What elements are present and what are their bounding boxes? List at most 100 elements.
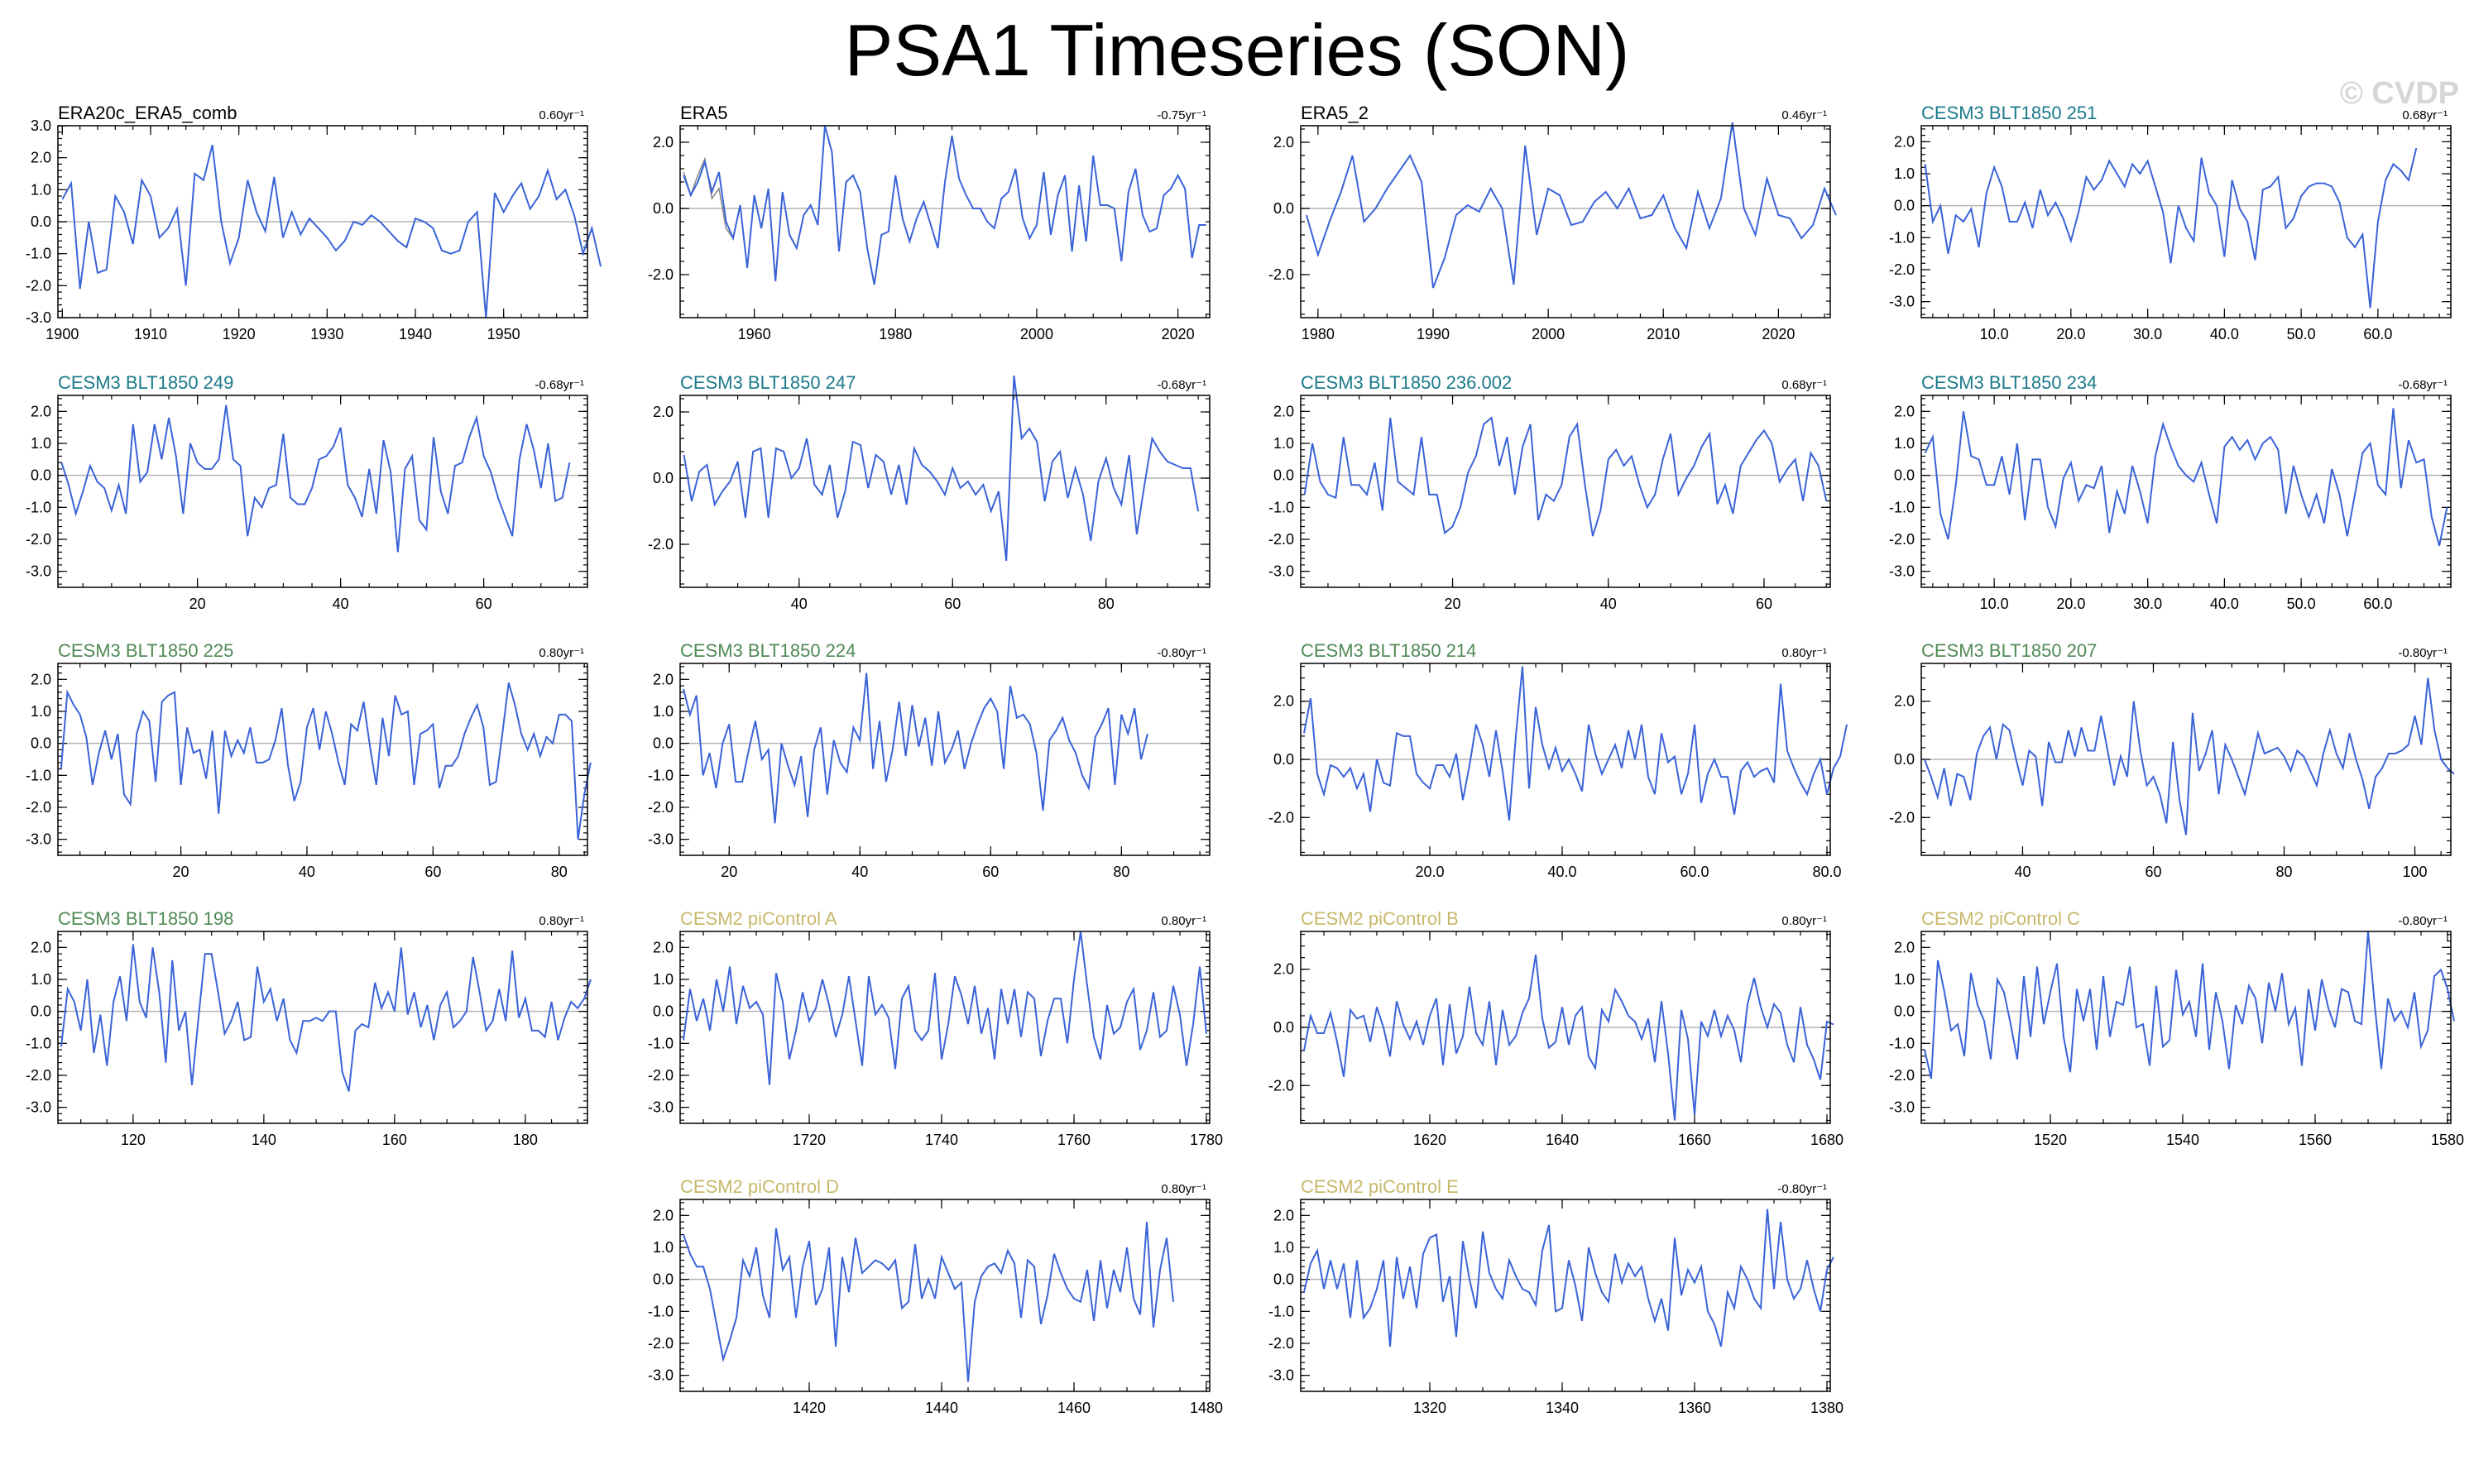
y-tick-label: 2.0 [31, 150, 51, 166]
y-tick-label: 0.0 [31, 213, 51, 230]
y-tick-label: 0.0 [1273, 200, 1294, 217]
y-tick-label: 1.0 [1894, 971, 1915, 988]
x-tick-label: 80 [2276, 864, 2293, 880]
x-tick-label: 40.0 [2210, 326, 2239, 342]
panel-svg-1: ERA5 -0.75yr⁻¹ 2.0 0.0 -2.0 1960 1980 2000 2020 [648, 103, 1211, 342]
y-tick-label: 1.0 [1273, 1239, 1294, 1256]
x-tick-label: 180 [513, 1132, 538, 1148]
panel-title: CESM2 piControl B [1301, 908, 1459, 929]
x-tick-label: 1940 [399, 326, 432, 342]
x-tick-label: 1930 [310, 326, 343, 342]
trend-label: 0.60yr⁻¹ [539, 108, 584, 122]
x-tick-label: 1980 [1302, 326, 1335, 342]
y-tick-label: 1.0 [653, 971, 674, 988]
panel-13: CESM2 piControl A 0.80yr⁻¹ 2.0 1.0 0.0 -1.0 -2… [622, 903, 1223, 1156]
axis-ticks [58, 931, 587, 1123]
x-tick-label: 60 [2145, 864, 2161, 880]
panel-svg-17: CESM2 piControl E -0.80yr⁻¹ 2.0 1.0 0.0 -1.0 -… [1268, 1176, 1844, 1416]
y-tick-label: -2.0 [26, 1067, 51, 1084]
trend-label: -0.80yr⁻¹ [1157, 646, 1206, 660]
x-tick-label: 40 [851, 864, 868, 880]
panel-svg-16: CESM2 piControl D 0.80yr⁻¹ 2.0 1.0 0.0 -1.0 -2… [648, 1176, 1223, 1416]
x-tick-label: 1360 [1678, 1400, 1711, 1416]
axis-ticks [1301, 126, 1830, 318]
series-line [1924, 931, 2455, 1079]
y-tick-label: 1.0 [1273, 435, 1294, 452]
x-tick-label: 160 [382, 1132, 407, 1148]
panel-14: CESM2 piControl B 0.80yr⁻¹ 2.0 0.0 -2.0 1620 1… [1243, 903, 1844, 1156]
panel-8: CESM3 BLT1850 225 0.80yr⁻¹ 2.0 1.0 0.0 -1.0 -2… [0, 635, 592, 888]
x-tick-label: 120 [121, 1132, 146, 1148]
x-tick-label: 1900 [46, 326, 79, 342]
panel-svg-13: CESM2 piControl A 0.80yr⁻¹ 2.0 1.0 0.0 -1.0 -2… [648, 908, 1223, 1148]
trend-label: 0.46yr⁻¹ [1781, 108, 1827, 122]
axis-ticks [680, 126, 1210, 318]
trend-label: -0.80yr⁻¹ [2398, 914, 2448, 928]
series-line [1303, 954, 1834, 1121]
axis-ticks [680, 931, 1210, 1123]
y-tick-label: -2.0 [648, 1067, 674, 1084]
y-tick-label: 0.0 [31, 467, 51, 484]
trend-label: -0.68yr⁻¹ [535, 378, 584, 392]
y-tick-label: -1.0 [648, 767, 674, 783]
y-tick-label: 2.0 [1894, 133, 1915, 150]
x-tick-label: 1320 [1413, 1400, 1446, 1416]
x-tick-label: 80 [1098, 596, 1115, 612]
y-tick-label: -3.0 [1268, 1367, 1294, 1384]
plot-frame [57, 663, 588, 856]
trend-label: 0.68yr⁻¹ [2402, 108, 2448, 122]
x-tick-label: 20 [173, 864, 189, 880]
x-tick-label: 1440 [925, 1400, 958, 1416]
y-tick-label: -2.0 [1268, 1335, 1294, 1352]
y-tick-label: 2.0 [1273, 1207, 1294, 1223]
panel-1: ERA5 -0.75yr⁻¹ 2.0 0.0 -2.0 1960 1980 2000 2020 [622, 98, 1211, 351]
plot-frame [679, 663, 1211, 856]
panel-svg-11: CESM3 BLT1850 207 -0.80yr⁻¹ 2.0 0.0 -2.0 40 60… [1889, 640, 2455, 880]
y-tick-label: 0.0 [653, 735, 674, 752]
y-tick-label: 1.0 [31, 435, 51, 452]
y-tick-label: 0.0 [1273, 751, 1294, 768]
y-tick-label: 3.0 [31, 117, 51, 134]
x-tick-label: 1660 [1678, 1132, 1711, 1148]
panel-svg-7: CESM3 BLT1850 234 -0.68yr⁻¹ 2.0 1.0 0.0 -1.0 -… [1889, 372, 2452, 612]
series-line [1924, 408, 2448, 546]
y-tick-label: 1.0 [653, 1239, 674, 1256]
plot-frame [679, 395, 1211, 588]
y-tick-label: 0.0 [31, 735, 51, 752]
panel-svg-9: CESM3 BLT1850 224 -0.80yr⁻¹ 2.0 1.0 0.0 -1.0 -… [648, 640, 1211, 880]
y-tick-label: 2.0 [1894, 403, 1915, 419]
panel-7: CESM3 BLT1850 234 -0.68yr⁻¹ 2.0 1.0 0.0 -1.0 -… [1863, 367, 2452, 620]
y-tick-label: 2.0 [653, 939, 674, 955]
plot-frame [1300, 125, 1831, 318]
trend-label: -0.75yr⁻¹ [1157, 108, 1206, 122]
series-line [60, 682, 592, 840]
x-tick-label: 30.0 [2133, 596, 2162, 612]
x-tick-label: 2000 [1532, 326, 1565, 342]
x-tick-label: 1640 [1546, 1132, 1579, 1148]
y-tick-label: 2.0 [31, 403, 51, 419]
plot-frame [1920, 125, 2452, 318]
x-tick-label: 1480 [1190, 1400, 1223, 1416]
x-tick-label: 1740 [925, 1132, 958, 1148]
x-tick-label: 2000 [1020, 326, 1053, 342]
y-tick-label: 2.0 [1273, 693, 1294, 710]
x-tick-label: 40 [333, 596, 349, 612]
y-tick-label: 0.0 [1273, 1271, 1294, 1288]
y-tick-label: -3.0 [1889, 294, 1915, 310]
y-tick-label: 1.0 [653, 703, 674, 720]
x-tick-label: 1780 [1190, 1132, 1223, 1148]
panel-svg-15: CESM2 piControl C -0.80yr⁻¹ 2.0 1.0 0.0 -1.0 -… [1889, 908, 2464, 1148]
plot-frame [1300, 1199, 1831, 1392]
panel-title: CESM3 BLT1850 225 [58, 640, 233, 661]
plot-frame [679, 931, 1211, 1124]
y-tick-label: -1.0 [1268, 499, 1294, 515]
y-tick-label: -1.0 [1889, 1035, 1915, 1051]
series-line [683, 1221, 1174, 1382]
x-tick-label: 1980 [879, 326, 912, 342]
y-tick-label: 2.0 [653, 1207, 674, 1223]
panel-svg-10: CESM3 BLT1850 214 0.80yr⁻¹ 2.0 0.0 -2.0 20.0 4… [1268, 640, 1848, 880]
x-tick-label: 1380 [1810, 1400, 1844, 1416]
x-tick-label: 40 [791, 596, 808, 612]
panel-11: CESM3 BLT1850 207 -0.80yr⁻¹ 2.0 0.0 -2.0 40 60… [1863, 635, 2455, 888]
y-tick-label: -2.0 [1889, 261, 1915, 278]
